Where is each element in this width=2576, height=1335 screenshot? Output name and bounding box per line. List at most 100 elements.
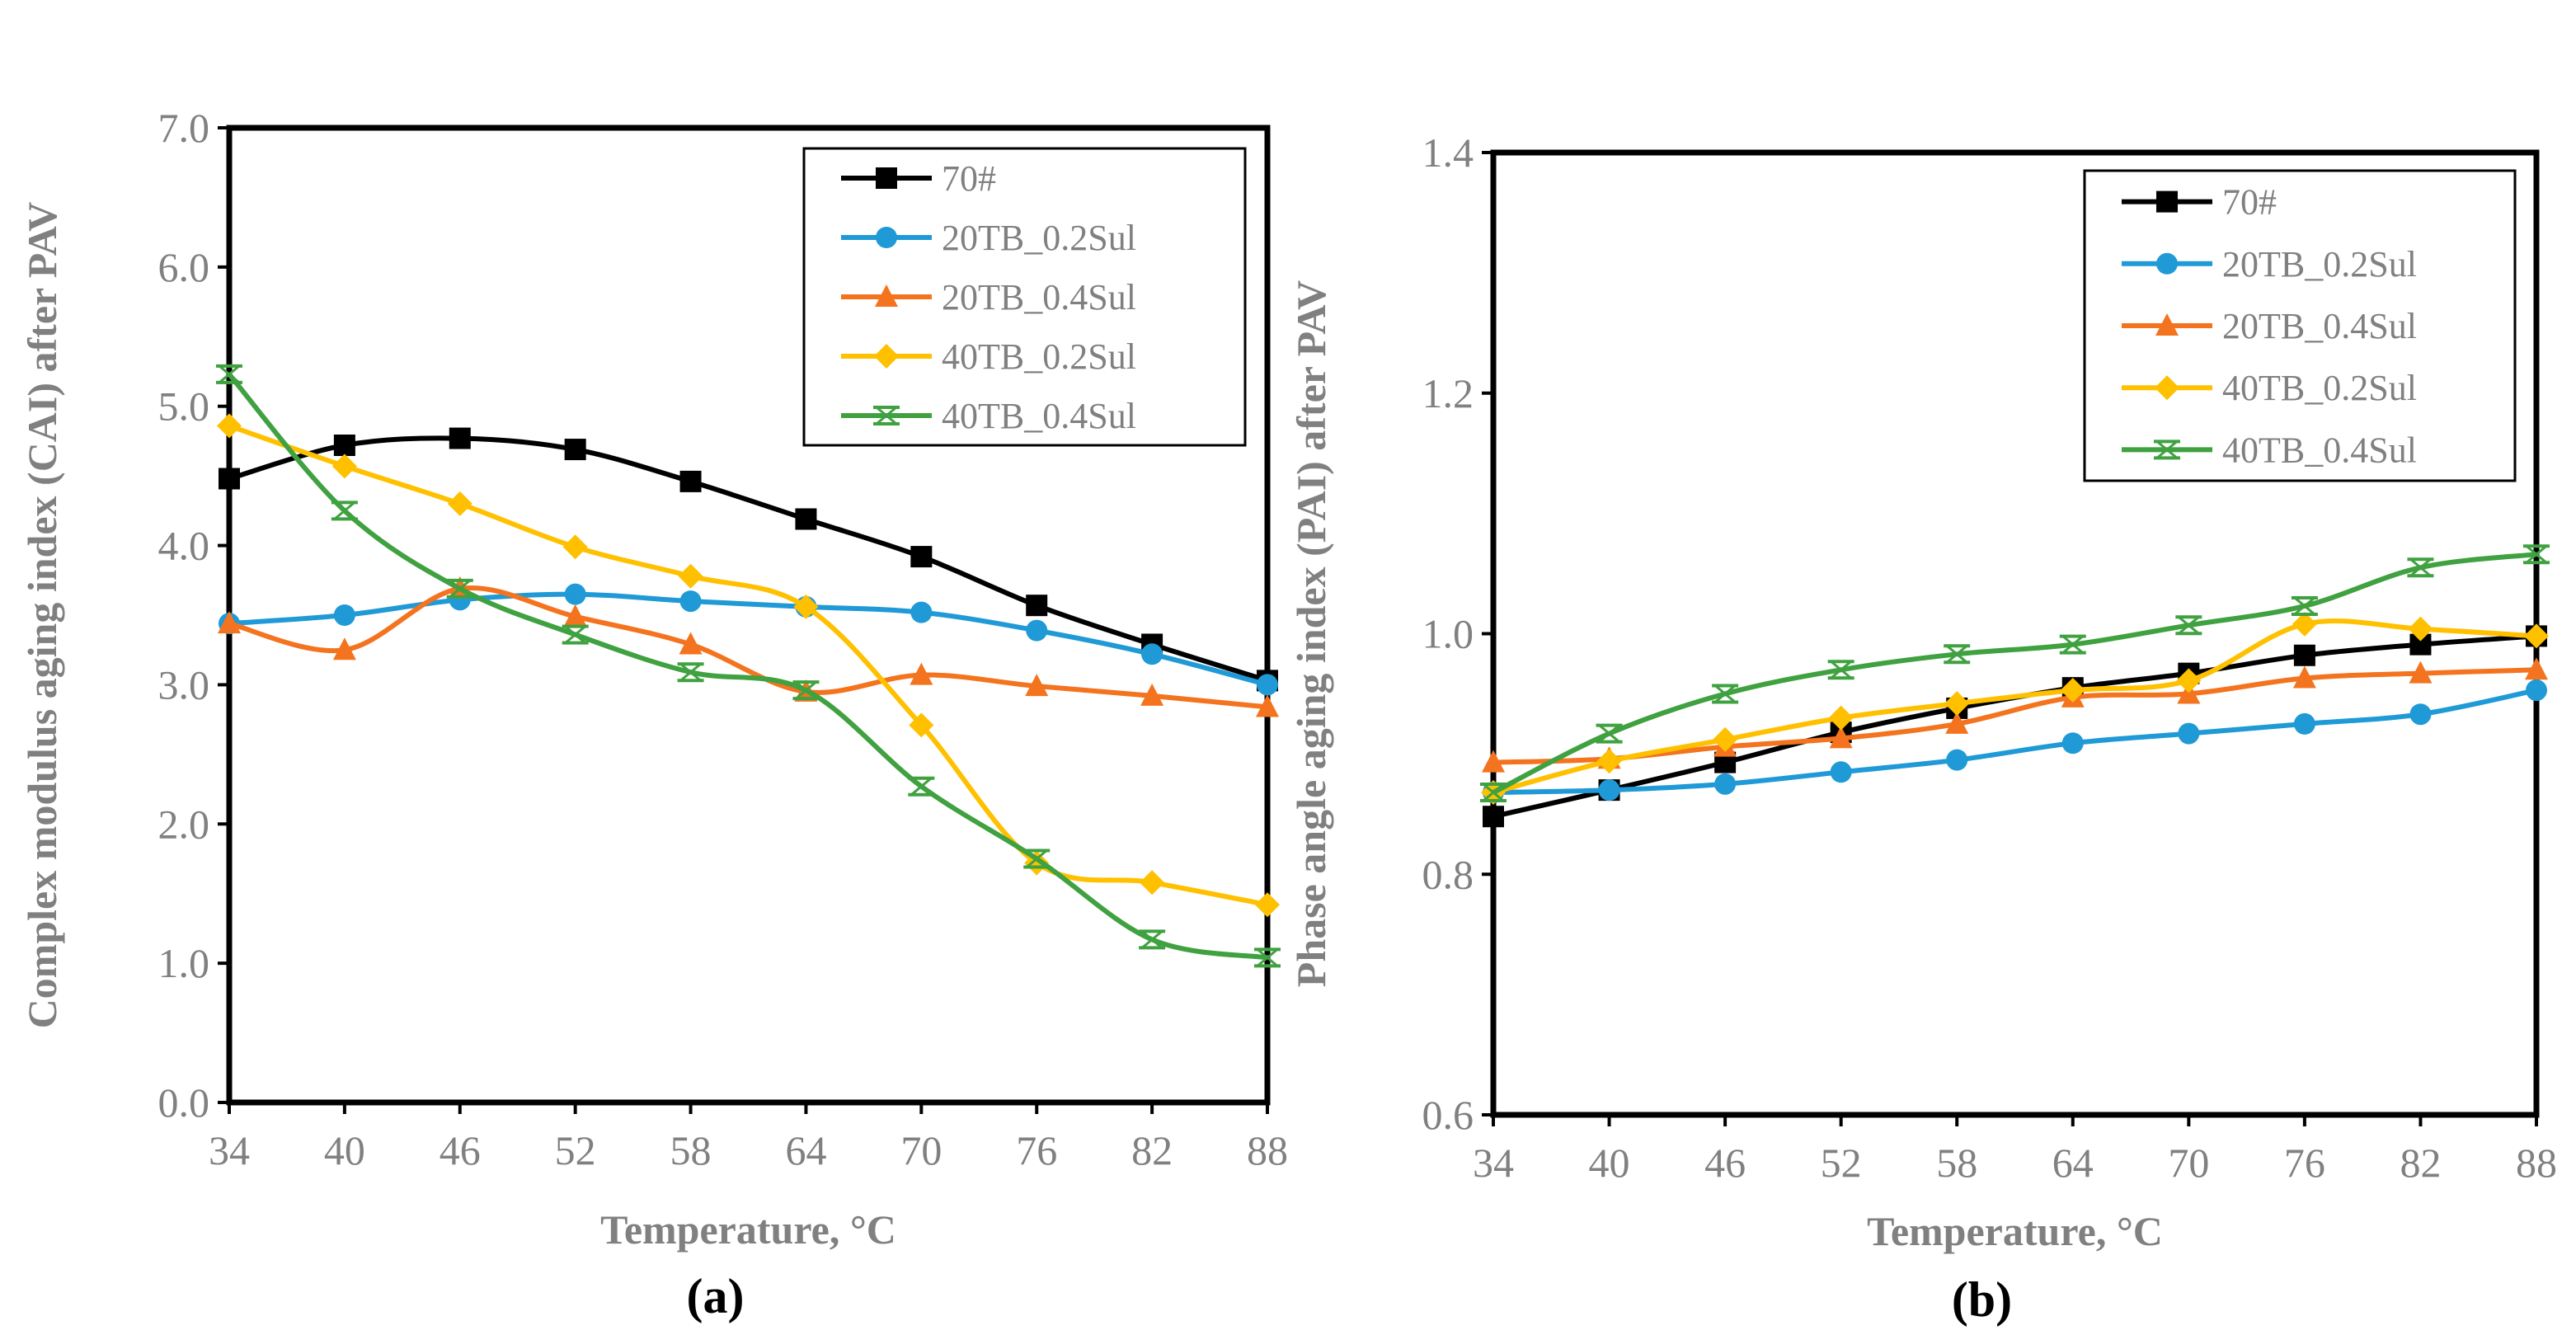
legend-label: 40TB_0.2Sul xyxy=(2222,368,2417,408)
data-point xyxy=(1714,773,1737,795)
series-line xyxy=(1492,667,2537,765)
series-70- xyxy=(219,427,1278,692)
series-20tb-0-4sul xyxy=(1482,657,2548,773)
y-tick-label: 6.0 xyxy=(158,244,210,290)
data-point xyxy=(2408,616,2433,642)
data-point xyxy=(1829,726,1853,749)
chart-panel-a: 0.0 1.0 2.0 3.0 4.0 5.0 6.0 7.0 34 40 46 52 58 64 70 76… xyxy=(19,105,1288,1323)
legend-item: 70# xyxy=(2122,182,2277,223)
data-point xyxy=(564,583,586,605)
series-40tb-0-4sul xyxy=(216,364,1281,968)
data-point xyxy=(2523,544,2550,565)
data-point xyxy=(2175,615,2202,636)
data-point xyxy=(1140,683,1164,706)
legend-swatch-marker xyxy=(2155,313,2179,336)
data-point xyxy=(217,413,242,439)
y-axis-title: Complex modulus aging index (CAI) after … xyxy=(19,202,65,1029)
data-point xyxy=(1482,750,1505,773)
data-point xyxy=(1944,644,1971,665)
legend-item: 20TB_0.2Sul xyxy=(841,218,1136,258)
data-point xyxy=(446,578,473,599)
data-point xyxy=(1254,947,1281,968)
data-point xyxy=(216,364,242,384)
data-point xyxy=(1713,726,1738,752)
x-tick-label: 76 xyxy=(1016,1127,1057,1173)
legend-swatch-marker xyxy=(876,227,897,248)
y-tick-label: 7.0 xyxy=(158,105,210,151)
legend-item: 40TB_0.2Sul xyxy=(2122,368,2417,408)
data-point xyxy=(2409,660,2433,684)
data-point xyxy=(219,468,240,490)
data-point xyxy=(2409,703,2432,726)
data-point xyxy=(909,712,934,738)
data-point xyxy=(1945,711,1969,734)
legend: 70# 20TB_0.2Sul 20TB_0.4Sul 40TB_0.2Sul 40TB… xyxy=(802,147,1247,447)
data-point xyxy=(1139,929,1166,950)
y-axis-title: Phase angle aging index (PAI) after PAV xyxy=(1288,280,1334,987)
data-point xyxy=(1026,619,1048,642)
data-point xyxy=(1023,848,1051,869)
data-point xyxy=(910,546,933,568)
y-tick-label: 0.0 xyxy=(158,1079,210,1126)
data-point xyxy=(1257,674,1278,696)
legend-swatch-marker xyxy=(2156,190,2178,213)
x-tick-label: 34 xyxy=(209,1127,250,1173)
legend-label: 20TB_0.4Sul xyxy=(2222,306,2417,346)
panel-label: (b) xyxy=(1952,1272,2012,1327)
data-point xyxy=(2060,678,2085,703)
data-point xyxy=(2061,732,2084,754)
series-40tb-0-4sul xyxy=(1480,544,2550,803)
data-point xyxy=(1828,705,1854,731)
data-point xyxy=(1480,783,1507,803)
series-line xyxy=(227,372,1268,961)
data-point xyxy=(679,470,702,492)
series-40tb-0-2sul xyxy=(217,413,1280,918)
x-tick-label: 64 xyxy=(2052,1140,2094,1186)
x-tick-label: 34 xyxy=(1473,1140,1514,1186)
y-tick-label: 1.0 xyxy=(158,940,210,986)
y-tick-label: 1.2 xyxy=(1422,370,1474,416)
data-point xyxy=(1830,761,1852,783)
legend-swatch-marker xyxy=(2154,440,2180,460)
x-tick-label: 52 xyxy=(555,1127,596,1173)
data-point xyxy=(1483,806,1504,828)
y-tick-label: 1.0 xyxy=(1422,611,1474,657)
data-point xyxy=(562,624,589,645)
data-point xyxy=(2407,557,2434,578)
x-tick-label: 58 xyxy=(670,1127,712,1173)
y-tick-label: 4.0 xyxy=(158,523,210,569)
data-point xyxy=(679,632,703,655)
legend-item: 40TB_0.4Sul xyxy=(2122,430,2417,470)
data-point xyxy=(1946,749,1968,771)
series-line xyxy=(228,591,1268,688)
data-point xyxy=(1596,749,1622,774)
data-point xyxy=(331,501,358,521)
data-point xyxy=(1827,660,1854,680)
series-line xyxy=(228,585,1268,710)
data-point xyxy=(447,491,472,516)
y-tick-label: 5.0 xyxy=(158,383,210,430)
data-point xyxy=(679,590,702,613)
x-tick-label: 76 xyxy=(2284,1140,2325,1186)
y-tick-label: 0.6 xyxy=(1422,1092,1474,1138)
legend-swatch-marker xyxy=(875,284,898,307)
legend-item: 70# xyxy=(841,158,996,199)
x-tick-label: 40 xyxy=(1589,1140,1630,1186)
data-point xyxy=(1598,779,1620,801)
x-tick-label: 58 xyxy=(1936,1140,1977,1186)
series-20tb-0-2sul xyxy=(1483,679,2547,804)
data-point xyxy=(564,439,586,461)
data-point xyxy=(562,534,588,560)
y-tick-label: 3.0 xyxy=(158,661,210,707)
data-point xyxy=(1140,870,1165,895)
data-point xyxy=(1255,892,1280,918)
y-tick-label: 1.4 xyxy=(1422,129,1474,176)
data-point xyxy=(2176,668,2202,693)
x-tick-label: 82 xyxy=(1131,1127,1173,1173)
data-point xyxy=(793,594,819,619)
series-40tb-0-2sul xyxy=(1481,611,2549,806)
series-line xyxy=(228,435,1268,684)
data-point xyxy=(333,604,355,626)
x-tick-label: 70 xyxy=(2168,1140,2209,1186)
